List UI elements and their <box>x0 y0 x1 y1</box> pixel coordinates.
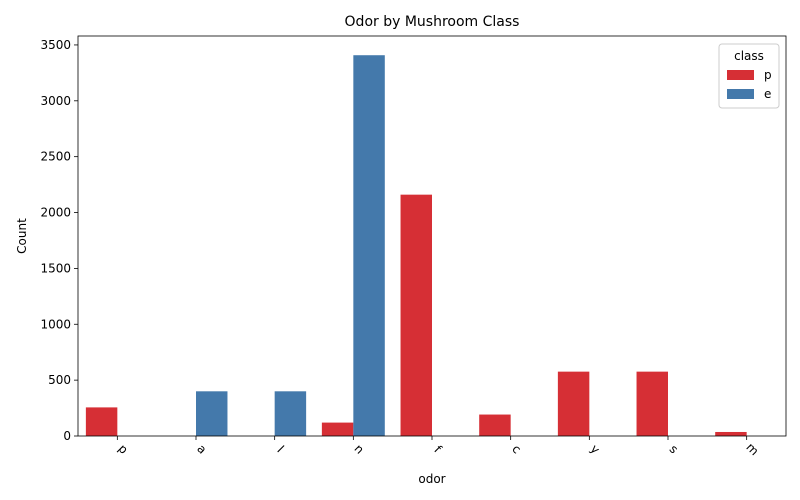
bar-f-p <box>400 194 432 436</box>
legend-items: pe <box>727 68 772 101</box>
y-tick-label: 2500 <box>40 150 71 164</box>
x-tick-label-s: s <box>667 442 681 456</box>
y-axis-ticks: 0 500 1000 1500 2000 2500 3000 3500 <box>40 38 78 443</box>
legend-label-p: p <box>764 68 772 82</box>
chart-title: Odor by Mushroom Class <box>345 14 520 30</box>
bar-l-e <box>274 391 307 436</box>
y-tick-label: 0 <box>63 429 71 443</box>
legend-label-e: e <box>764 87 771 101</box>
legend-title: class <box>734 49 764 63</box>
legend-swatch-e <box>727 89 754 99</box>
x-tick-label-m: m <box>743 440 761 458</box>
y-tick-label: 3000 <box>40 94 71 108</box>
bar-c-p <box>479 414 511 436</box>
legend: class pe <box>718 43 780 109</box>
bar-n-e <box>353 55 385 437</box>
y-tick-label: 3500 <box>40 38 71 52</box>
y-tick-label: 1500 <box>40 261 71 275</box>
legend-swatch-p <box>727 70 754 80</box>
x-tick-label-l: l <box>274 443 286 455</box>
x-tick-label-n: n <box>352 442 367 457</box>
bar-y-p <box>557 371 590 436</box>
bar-n-p <box>321 422 354 436</box>
bars-layer <box>85 55 747 437</box>
bar-p-p <box>85 407 118 436</box>
bar-m-p <box>715 431 747 436</box>
x-tick-label-y: y <box>588 442 603 457</box>
y-tick-label: 2000 <box>40 206 71 220</box>
x-axis-title: odor <box>418 472 445 486</box>
y-tick-label: 1000 <box>40 317 71 331</box>
plot-frame <box>77 35 787 437</box>
y-axis-title: Count <box>15 218 29 254</box>
x-tick-label-c: c <box>509 442 524 457</box>
bar-a-e <box>196 391 228 436</box>
x-tick-label-p: p <box>116 442 131 457</box>
x-tick-label-f: f <box>431 443 444 456</box>
bar-s-p <box>636 371 668 436</box>
y-tick-label: 500 <box>48 373 71 387</box>
x-tick-label-a: a <box>194 442 209 457</box>
